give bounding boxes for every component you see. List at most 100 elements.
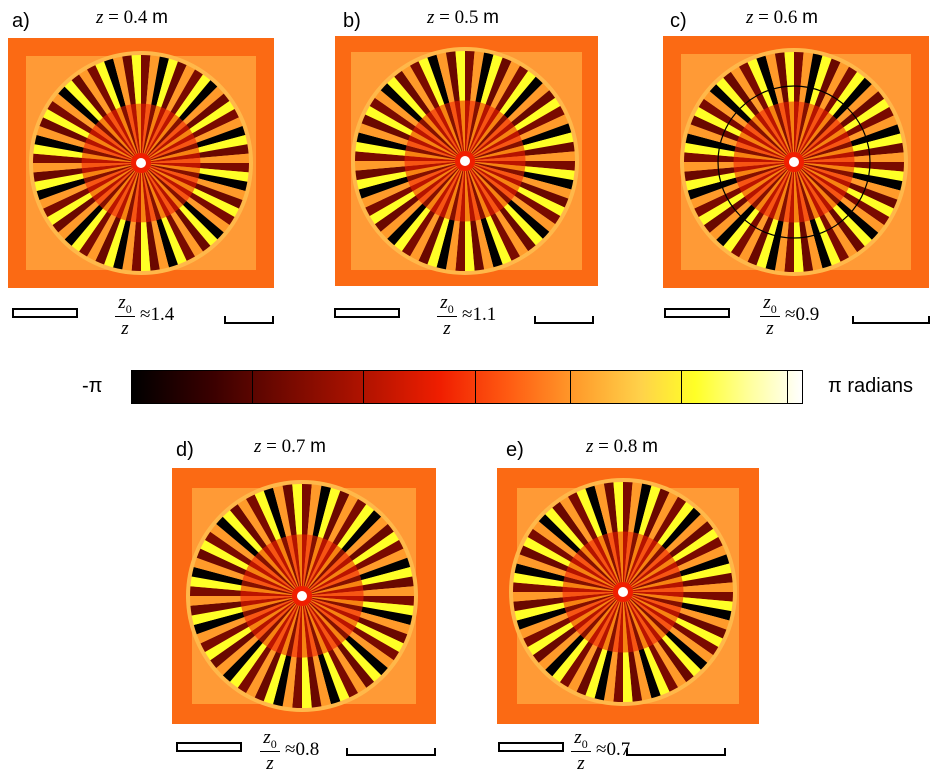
ratio-value: ≈1.1 — [462, 304, 496, 326]
phase-svg — [26, 51, 256, 275]
colorbar-tick — [363, 370, 364, 404]
ratio-number: 1.4 — [150, 304, 175, 325]
z-unit: m — [310, 436, 326, 457]
z-symbol: z — [586, 436, 594, 457]
ratio-numerator: z0 — [436, 292, 458, 317]
panel-z-label: z = 0.5 m — [427, 7, 499, 29]
z-unit: m — [483, 7, 499, 28]
colorbar-tick — [570, 370, 571, 404]
ratio-num-sub: 0 — [125, 301, 132, 316]
equals-sign: = — [439, 7, 450, 28]
colorbar-tick — [681, 370, 682, 404]
ratio-number: 0.7 — [606, 739, 631, 760]
panel-letter: a) — [12, 10, 30, 32]
ratio-denominator: z — [121, 318, 129, 339]
equals-sign: = — [266, 436, 277, 457]
z-unit: m — [642, 436, 658, 457]
ratio-denominator: z — [766, 318, 774, 339]
ratio-number: 1.1 — [472, 304, 497, 325]
ratio-number: 0.9 — [795, 304, 820, 325]
scale-box — [664, 308, 730, 318]
phase-svg — [509, 478, 739, 706]
ratio-value: ≈0.9 — [785, 304, 819, 326]
phase-image — [663, 36, 929, 288]
ratio-numerator: z0 — [570, 727, 592, 752]
equals-sign: = — [108, 7, 119, 28]
z-symbol: z — [427, 7, 435, 28]
ratio-num-z: z — [118, 292, 126, 313]
ratio-num-z: z — [574, 727, 582, 748]
panel-z-label: z = 0.4 m — [96, 7, 168, 29]
phase-svg — [680, 48, 911, 276]
z-value: 0.6 — [773, 7, 798, 28]
z-value: 0.7 — [281, 436, 306, 457]
center-spot — [789, 157, 799, 167]
center-spot — [618, 587, 628, 597]
scale-bracket — [224, 316, 274, 324]
colorbar-tick — [252, 370, 253, 404]
center-spot — [136, 158, 146, 168]
fraction-bar — [760, 316, 780, 317]
approx-sign: ≈ — [785, 304, 796, 325]
analysis-circle — [717, 85, 871, 239]
equals-sign: = — [598, 436, 609, 457]
z-symbol: z — [746, 7, 754, 28]
scale-box — [334, 308, 400, 318]
z-value: 0.8 — [613, 436, 638, 457]
ratio-num-z: z — [263, 727, 271, 748]
z-unit: m — [152, 7, 168, 28]
ratio-number: 0.8 — [295, 739, 320, 760]
approx-sign: ≈ — [140, 304, 151, 325]
ratio-value: ≈0.8 — [285, 739, 319, 761]
ratio-denominator: z — [443, 318, 451, 339]
colorbar-min-label: -π — [82, 375, 103, 397]
scale-bracket — [852, 316, 930, 324]
center-spot — [297, 591, 307, 601]
scale-bracket — [534, 316, 594, 324]
approx-sign: ≈ — [462, 304, 473, 325]
approx-sign: ≈ — [285, 739, 296, 760]
z-symbol: z — [96, 7, 104, 28]
panel-letter: e) — [506, 439, 524, 461]
z-symbol: z — [254, 436, 262, 457]
colorbar-tick — [475, 370, 476, 404]
scale-bracket — [626, 748, 726, 756]
panel-letter: b) — [343, 10, 361, 32]
ratio-num-sub: 0 — [770, 301, 777, 316]
fraction-bar — [115, 316, 135, 317]
approx-sign: ≈ — [596, 739, 607, 760]
panel-z-label: z = 0.8 m — [586, 436, 658, 458]
phase-image — [335, 36, 598, 286]
ratio-denominator: z — [266, 753, 274, 774]
panel-letter: d) — [176, 439, 194, 461]
scale-box — [176, 742, 242, 752]
panel-letter: c) — [670, 10, 687, 32]
panel-z-label: z = 0.7 m — [254, 436, 326, 458]
phase-image — [172, 468, 436, 724]
ratio-num-sub: 0 — [447, 301, 454, 316]
ratio-num-sub: 0 — [270, 736, 277, 751]
colorbar-max-label: π radians — [828, 375, 913, 397]
phase-image — [497, 468, 759, 724]
z-value: 0.4 — [123, 7, 148, 28]
ratio-num-z: z — [440, 292, 448, 313]
ratio-numerator: z0 — [259, 727, 281, 752]
ratio-num-z: z — [763, 292, 771, 313]
phase-image — [8, 38, 274, 288]
ratio-value: ≈1.4 — [140, 304, 174, 326]
colorbar — [131, 370, 803, 404]
ratio-denominator: z — [577, 753, 585, 774]
scale-box — [12, 308, 78, 318]
ratio-numerator: z0 — [114, 292, 136, 317]
z-unit: m — [802, 7, 818, 28]
z-value: 0.5 — [454, 7, 479, 28]
scale-bracket — [346, 748, 436, 756]
ratio-value: ≈0.7 — [596, 739, 630, 761]
ratio-num-sub: 0 — [581, 736, 588, 751]
panel-z-label: z = 0.6 m — [746, 7, 818, 29]
fraction-bar — [437, 316, 457, 317]
fraction-bar — [571, 751, 591, 752]
ratio-numerator: z0 — [759, 292, 781, 317]
fraction-bar — [260, 751, 280, 752]
equals-sign: = — [758, 7, 769, 28]
